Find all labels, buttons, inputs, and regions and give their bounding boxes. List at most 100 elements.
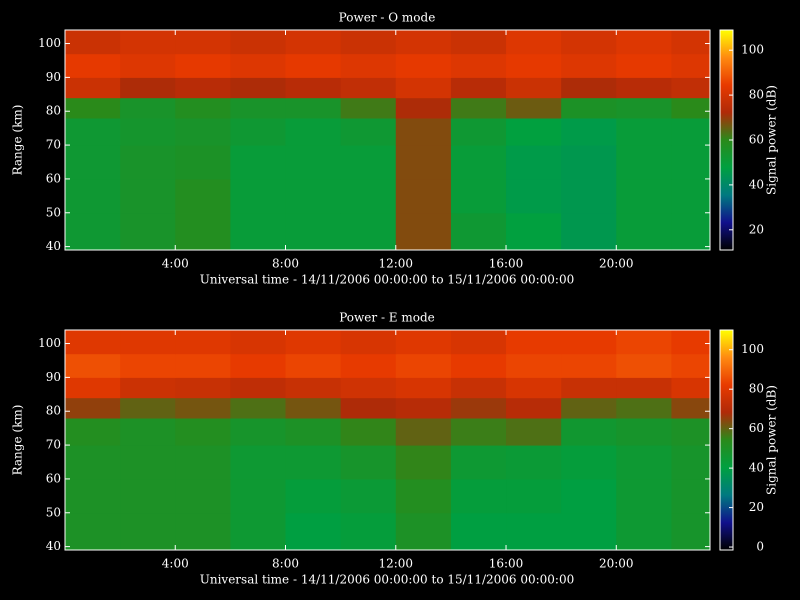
x-tick-label: 4:00: [162, 257, 189, 271]
heatmap-cell: [230, 118, 287, 146]
heatmap-cell: [285, 445, 342, 480]
heatmap-cell: [230, 330, 287, 355]
heatmap-cell: [506, 330, 562, 355]
heatmap-cell: [340, 30, 397, 55]
heatmap-cell: [120, 478, 176, 514]
heatmap-cell: [340, 445, 397, 480]
heatmap-cell: [175, 330, 231, 355]
heatmap-cell: [506, 418, 562, 446]
heatmap-cell: [175, 445, 231, 480]
heatmap-cell: [230, 353, 287, 378]
heatmap-cell: [65, 397, 121, 419]
heatmap-cell: [230, 145, 287, 180]
heatmap-cell: [506, 118, 562, 146]
heatmap-cell: [65, 118, 121, 146]
heatmap-cell: [230, 377, 287, 399]
heatmap-cell: [340, 377, 397, 399]
heatmap-cell: [506, 478, 562, 514]
heatmap-cell: [561, 77, 617, 99]
chart-title: Power - O mode: [339, 11, 436, 25]
heatmap-cell: [506, 512, 562, 551]
heatmap-cell: [561, 145, 617, 180]
heatmap-cell: [340, 478, 397, 514]
heatmap-cell: [395, 53, 452, 78]
colorbar-tick-label: 40: [749, 177, 764, 191]
heatmap-cell: [671, 145, 711, 180]
colorbar-label: Signal power (dB): [765, 385, 779, 495]
heatmap-cell: [230, 97, 287, 119]
heatmap-cell: [120, 145, 176, 180]
heatmap-cell: [616, 212, 672, 251]
heatmap-cell: [285, 53, 342, 78]
heatmap-cell: [450, 53, 507, 78]
heatmap-cell: [671, 445, 711, 480]
heatmap-cell: [616, 30, 672, 55]
heatmap-cell: [450, 212, 507, 251]
colorbar-tick-label: 100: [741, 342, 764, 356]
heatmap-cell: [506, 212, 562, 251]
heatmap-cell: [175, 418, 231, 446]
colorbar: [719, 329, 734, 551]
heatmap-cell: [616, 512, 672, 551]
heatmap-cell: [561, 212, 617, 251]
heatmap-cell: [120, 330, 176, 355]
heatmap-cell: [671, 512, 711, 551]
heatmap-cell: [395, 353, 452, 378]
heatmap-cell: [671, 118, 711, 146]
heatmap-cell: [450, 178, 507, 214]
heatmap-cell: [120, 418, 176, 446]
heatmap-cell: [285, 145, 342, 180]
heatmap-cell: [175, 212, 231, 251]
heatmap-cell: [285, 178, 342, 214]
heatmap-cell: [616, 53, 672, 78]
heatmap-cell: [616, 445, 672, 480]
heatmap-cell: [120, 445, 176, 480]
heatmap-cell: [616, 397, 672, 419]
y-tick-label: 60: [46, 171, 61, 185]
heatmap-cell: [506, 445, 562, 480]
heatmap-cell: [450, 512, 507, 551]
heatmap-cell: [340, 178, 397, 214]
heatmap-cell: [65, 77, 121, 99]
heatmap-cell: [506, 97, 562, 119]
heatmap-cell: [120, 353, 176, 378]
heatmap-cell: [450, 118, 507, 146]
heatmap-cell: [120, 97, 176, 119]
heatmap-cell: [395, 377, 452, 399]
heatmap-cell: [561, 512, 617, 551]
heatmap-cell: [340, 512, 397, 551]
heatmap-cell: [340, 418, 397, 446]
heatmap-cell: [285, 397, 342, 419]
heatmap-cell: [671, 77, 711, 99]
heatmap-cell: [120, 377, 176, 399]
heatmap-cell: [340, 77, 397, 99]
heatmap-cell: [395, 30, 452, 55]
heatmap-cell: [175, 377, 231, 399]
heatmap-cell: [230, 397, 287, 419]
heatmap-cell: [450, 377, 507, 399]
heatmap-cell: [395, 445, 452, 480]
y-axis-label: Range (km): [11, 105, 25, 176]
heatmap-cell: [450, 353, 507, 378]
heatmap-cell: [395, 418, 452, 446]
heatmap-cell: [285, 330, 342, 355]
heatmap-cell: [506, 77, 562, 99]
y-tick-label: 40: [46, 539, 61, 553]
heatmap-cell: [65, 97, 121, 119]
heatmap-cell: [671, 97, 711, 119]
y-tick-label: 50: [46, 505, 61, 519]
heatmap-cell: [230, 478, 287, 514]
heatmap-cell: [65, 445, 121, 480]
heatmap-cell: [450, 445, 507, 480]
x-tick-label: 16:00: [489, 557, 524, 571]
y-tick-label: 50: [46, 205, 61, 219]
x-tick-label: 12:00: [378, 557, 413, 571]
heatmap-cell: [561, 397, 617, 419]
x-tick-label: 4:00: [162, 557, 189, 571]
y-axis-label: Range (km): [11, 405, 25, 476]
heatmap-cell: [561, 178, 617, 214]
heatmap-cell: [175, 512, 231, 551]
heatmap-cell: [561, 353, 617, 378]
heatmap-cell: [450, 97, 507, 119]
